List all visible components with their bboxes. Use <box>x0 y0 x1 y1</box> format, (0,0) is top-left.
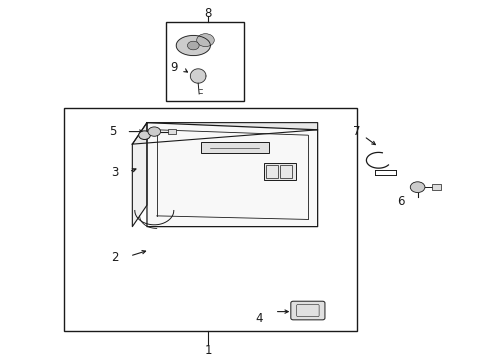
Polygon shape <box>132 123 317 144</box>
FancyBboxPatch shape <box>290 301 325 320</box>
Text: 6: 6 <box>396 195 404 208</box>
Text: 8: 8 <box>204 7 211 20</box>
Circle shape <box>187 41 199 50</box>
Text: 2: 2 <box>111 251 119 264</box>
Text: 5: 5 <box>109 125 116 138</box>
Text: 3: 3 <box>111 166 119 179</box>
Polygon shape <box>190 69 205 83</box>
Text: 1: 1 <box>204 344 211 357</box>
Bar <box>266 165 278 178</box>
Bar <box>200 142 268 153</box>
Bar <box>280 165 291 178</box>
Polygon shape <box>147 123 317 226</box>
Bar <box>64 108 356 330</box>
Text: 9: 9 <box>170 60 177 73</box>
Bar <box>264 163 295 180</box>
Bar <box>431 184 440 190</box>
Polygon shape <box>176 36 210 55</box>
Bar <box>167 129 175 134</box>
Circle shape <box>196 34 214 46</box>
Polygon shape <box>132 123 147 226</box>
Circle shape <box>148 127 160 136</box>
Text: 4: 4 <box>255 311 263 325</box>
Bar <box>166 22 244 101</box>
Circle shape <box>139 131 150 139</box>
Circle shape <box>409 182 424 193</box>
Text: 7: 7 <box>352 125 360 138</box>
